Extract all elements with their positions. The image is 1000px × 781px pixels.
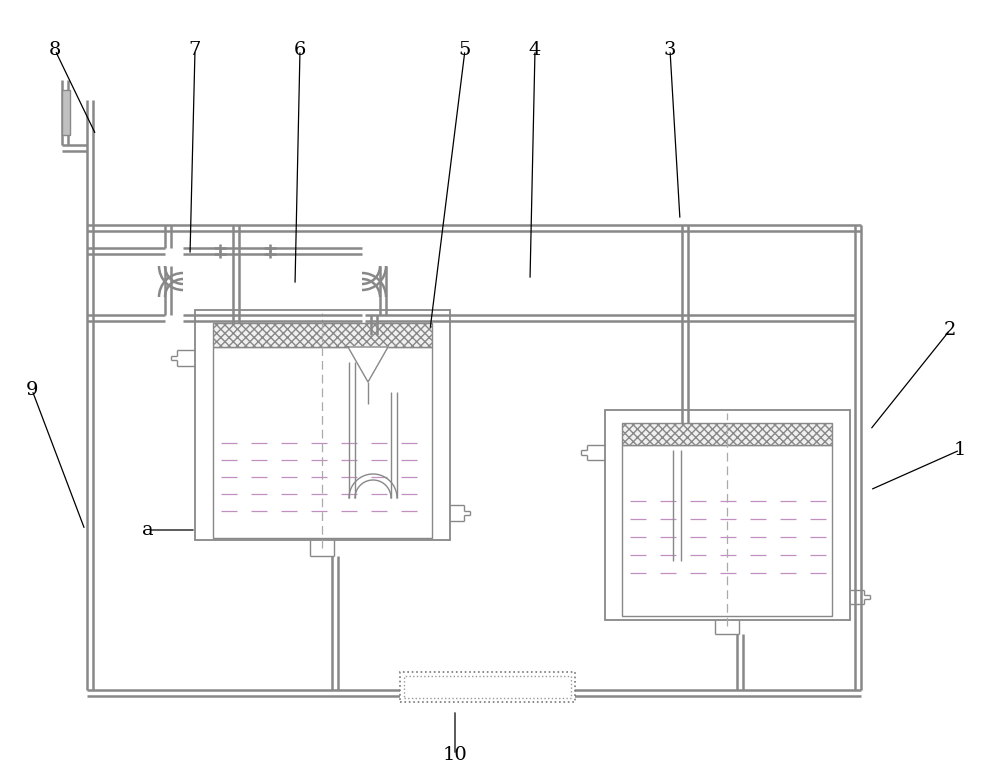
Bar xyxy=(213,323,432,347)
Bar xyxy=(195,310,450,540)
Bar xyxy=(605,410,850,620)
Text: 9: 9 xyxy=(26,381,38,399)
Text: a: a xyxy=(142,521,154,539)
Text: 2: 2 xyxy=(944,321,956,339)
Bar xyxy=(213,347,432,538)
Bar xyxy=(404,676,571,698)
Text: 10: 10 xyxy=(443,746,467,764)
Bar xyxy=(62,90,70,135)
Bar xyxy=(400,672,575,702)
Bar xyxy=(622,423,832,445)
Text: 4: 4 xyxy=(529,41,541,59)
Polygon shape xyxy=(348,347,388,382)
Text: 7: 7 xyxy=(189,41,201,59)
Text: 1: 1 xyxy=(954,441,966,459)
Bar xyxy=(622,445,832,616)
Text: 5: 5 xyxy=(459,41,471,59)
Text: 6: 6 xyxy=(294,41,306,59)
Text: 8: 8 xyxy=(49,41,61,59)
Text: 3: 3 xyxy=(664,41,676,59)
